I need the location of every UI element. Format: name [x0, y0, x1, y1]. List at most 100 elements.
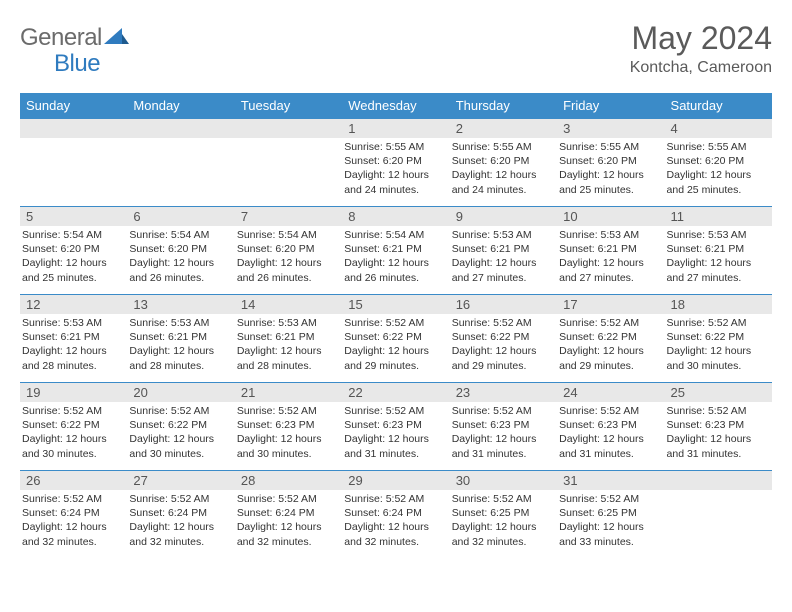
day-details: Sunrise: 5:53 AMSunset: 6:21 PMDaylight:… — [665, 226, 772, 287]
month-title: May 2024 — [630, 20, 772, 57]
title-block: May 2024 Kontcha, Cameroon — [630, 20, 772, 77]
day-number: 25 — [665, 383, 772, 402]
day-number: 21 — [235, 383, 342, 402]
day-details: Sunrise: 5:55 AMSunset: 6:20 PMDaylight:… — [557, 138, 664, 199]
calendar-day-cell: 9Sunrise: 5:53 AMSunset: 6:21 PMDaylight… — [450, 207, 557, 295]
day-details: Sunrise: 5:52 AMSunset: 6:25 PMDaylight:… — [557, 490, 664, 551]
calendar-day-cell: 8Sunrise: 5:54 AMSunset: 6:21 PMDaylight… — [342, 207, 449, 295]
day-details: Sunrise: 5:54 AMSunset: 6:20 PMDaylight:… — [20, 226, 127, 287]
calendar-week-row: 12Sunrise: 5:53 AMSunset: 6:21 PMDayligh… — [20, 295, 772, 383]
day-details: Sunrise: 5:52 AMSunset: 6:25 PMDaylight:… — [450, 490, 557, 551]
day-details: Sunrise: 5:52 AMSunset: 6:23 PMDaylight:… — [235, 402, 342, 463]
day-details: Sunrise: 5:52 AMSunset: 6:24 PMDaylight:… — [20, 490, 127, 551]
day-number: 2 — [450, 119, 557, 138]
calendar-week-row: 19Sunrise: 5:52 AMSunset: 6:22 PMDayligh… — [20, 383, 772, 471]
day-number: 9 — [450, 207, 557, 226]
day-number: 30 — [450, 471, 557, 490]
calendar-day-cell: 3Sunrise: 5:55 AMSunset: 6:20 PMDaylight… — [557, 119, 664, 207]
calendar-day-cell — [235, 119, 342, 207]
calendar-day-cell: 26Sunrise: 5:52 AMSunset: 6:24 PMDayligh… — [20, 471, 127, 555]
day-number: 18 — [665, 295, 772, 314]
day-details: Sunrise: 5:54 AMSunset: 6:21 PMDaylight:… — [342, 226, 449, 287]
day-number: 28 — [235, 471, 342, 490]
weekday-header: Friday — [557, 93, 664, 119]
calendar-table: SundayMondayTuesdayWednesdayThursdayFrid… — [20, 93, 772, 555]
calendar-day-cell: 27Sunrise: 5:52 AMSunset: 6:24 PMDayligh… — [127, 471, 234, 555]
calendar-day-cell — [665, 471, 772, 555]
day-details: Sunrise: 5:52 AMSunset: 6:24 PMDaylight:… — [127, 490, 234, 551]
day-number: 1 — [342, 119, 449, 138]
calendar-day-cell: 24Sunrise: 5:52 AMSunset: 6:23 PMDayligh… — [557, 383, 664, 471]
day-number: 15 — [342, 295, 449, 314]
day-details: Sunrise: 5:52 AMSunset: 6:23 PMDaylight:… — [342, 402, 449, 463]
day-details: Sunrise: 5:52 AMSunset: 6:22 PMDaylight:… — [557, 314, 664, 375]
day-number: 7 — [235, 207, 342, 226]
logo-icon — [104, 26, 130, 51]
calendar-day-cell: 16Sunrise: 5:52 AMSunset: 6:22 PMDayligh… — [450, 295, 557, 383]
day-details: Sunrise: 5:52 AMSunset: 6:23 PMDaylight:… — [557, 402, 664, 463]
calendar-day-cell: 30Sunrise: 5:52 AMSunset: 6:25 PMDayligh… — [450, 471, 557, 555]
weekday-header: Thursday — [450, 93, 557, 119]
calendar-day-cell: 20Sunrise: 5:52 AMSunset: 6:22 PMDayligh… — [127, 383, 234, 471]
day-details: Sunrise: 5:53 AMSunset: 6:21 PMDaylight:… — [450, 226, 557, 287]
calendar-day-cell: 28Sunrise: 5:52 AMSunset: 6:24 PMDayligh… — [235, 471, 342, 555]
day-details: Sunrise: 5:54 AMSunset: 6:20 PMDaylight:… — [235, 226, 342, 287]
day-details: Sunrise: 5:52 AMSunset: 6:23 PMDaylight:… — [665, 402, 772, 463]
day-details: Sunrise: 5:52 AMSunset: 6:22 PMDaylight:… — [450, 314, 557, 375]
day-details: Sunrise: 5:53 AMSunset: 6:21 PMDaylight:… — [127, 314, 234, 375]
calendar-day-cell: 17Sunrise: 5:52 AMSunset: 6:22 PMDayligh… — [557, 295, 664, 383]
calendar-day-cell: 21Sunrise: 5:52 AMSunset: 6:23 PMDayligh… — [235, 383, 342, 471]
calendar-day-cell: 22Sunrise: 5:52 AMSunset: 6:23 PMDayligh… — [342, 383, 449, 471]
day-number: 19 — [20, 383, 127, 402]
empty-day-header — [235, 119, 342, 138]
logo: General — [20, 24, 132, 52]
day-details: Sunrise: 5:52 AMSunset: 6:22 PMDaylight:… — [20, 402, 127, 463]
calendar-day-cell: 11Sunrise: 5:53 AMSunset: 6:21 PMDayligh… — [665, 207, 772, 295]
day-details: Sunrise: 5:52 AMSunset: 6:22 PMDaylight:… — [665, 314, 772, 375]
day-details: Sunrise: 5:53 AMSunset: 6:21 PMDaylight:… — [20, 314, 127, 375]
day-details: Sunrise: 5:52 AMSunset: 6:23 PMDaylight:… — [450, 402, 557, 463]
day-number: 11 — [665, 207, 772, 226]
calendar-day-cell: 15Sunrise: 5:52 AMSunset: 6:22 PMDayligh… — [342, 295, 449, 383]
calendar-day-cell — [127, 119, 234, 207]
day-details: Sunrise: 5:52 AMSunset: 6:24 PMDaylight:… — [342, 490, 449, 551]
day-number: 6 — [127, 207, 234, 226]
calendar-day-cell: 19Sunrise: 5:52 AMSunset: 6:22 PMDayligh… — [20, 383, 127, 471]
day-details: Sunrise: 5:55 AMSunset: 6:20 PMDaylight:… — [342, 138, 449, 199]
calendar-day-cell: 14Sunrise: 5:53 AMSunset: 6:21 PMDayligh… — [235, 295, 342, 383]
calendar-day-cell: 25Sunrise: 5:52 AMSunset: 6:23 PMDayligh… — [665, 383, 772, 471]
calendar-week-row: 26Sunrise: 5:52 AMSunset: 6:24 PMDayligh… — [20, 471, 772, 555]
calendar-week-row: 5Sunrise: 5:54 AMSunset: 6:20 PMDaylight… — [20, 207, 772, 295]
day-number: 3 — [557, 119, 664, 138]
day-number: 22 — [342, 383, 449, 402]
empty-day-header — [665, 471, 772, 490]
calendar-day-cell: 2Sunrise: 5:55 AMSunset: 6:20 PMDaylight… — [450, 119, 557, 207]
day-number: 13 — [127, 295, 234, 314]
weekday-header: Saturday — [665, 93, 772, 119]
day-number: 20 — [127, 383, 234, 402]
weekday-header: Tuesday — [235, 93, 342, 119]
calendar-day-cell: 13Sunrise: 5:53 AMSunset: 6:21 PMDayligh… — [127, 295, 234, 383]
calendar-day-cell: 12Sunrise: 5:53 AMSunset: 6:21 PMDayligh… — [20, 295, 127, 383]
weekday-header: Sunday — [20, 93, 127, 119]
empty-day-header — [127, 119, 234, 138]
day-number: 14 — [235, 295, 342, 314]
day-number: 29 — [342, 471, 449, 490]
day-number: 10 — [557, 207, 664, 226]
day-details: Sunrise: 5:55 AMSunset: 6:20 PMDaylight:… — [450, 138, 557, 199]
calendar-day-cell: 1Sunrise: 5:55 AMSunset: 6:20 PMDaylight… — [342, 119, 449, 207]
calendar-day-cell: 6Sunrise: 5:54 AMSunset: 6:20 PMDaylight… — [127, 207, 234, 295]
logo-text-general: General — [20, 24, 102, 52]
day-details: Sunrise: 5:54 AMSunset: 6:20 PMDaylight:… — [127, 226, 234, 287]
day-number: 27 — [127, 471, 234, 490]
day-number: 8 — [342, 207, 449, 226]
weekday-header-row: SundayMondayTuesdayWednesdayThursdayFrid… — [20, 93, 772, 119]
day-number: 12 — [20, 295, 127, 314]
calendar-day-cell — [20, 119, 127, 207]
day-details: Sunrise: 5:52 AMSunset: 6:22 PMDaylight:… — [342, 314, 449, 375]
calendar-day-cell: 7Sunrise: 5:54 AMSunset: 6:20 PMDaylight… — [235, 207, 342, 295]
day-details: Sunrise: 5:55 AMSunset: 6:20 PMDaylight:… — [665, 138, 772, 199]
empty-day-header — [20, 119, 127, 138]
calendar-day-cell: 18Sunrise: 5:52 AMSunset: 6:22 PMDayligh… — [665, 295, 772, 383]
logo-text-blue: Blue — [54, 50, 100, 77]
